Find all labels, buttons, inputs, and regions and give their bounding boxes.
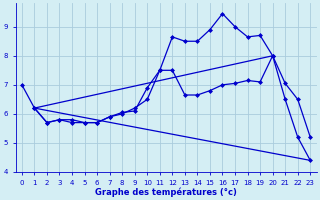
X-axis label: Graphe des températures (°c): Graphe des températures (°c) (95, 187, 237, 197)
